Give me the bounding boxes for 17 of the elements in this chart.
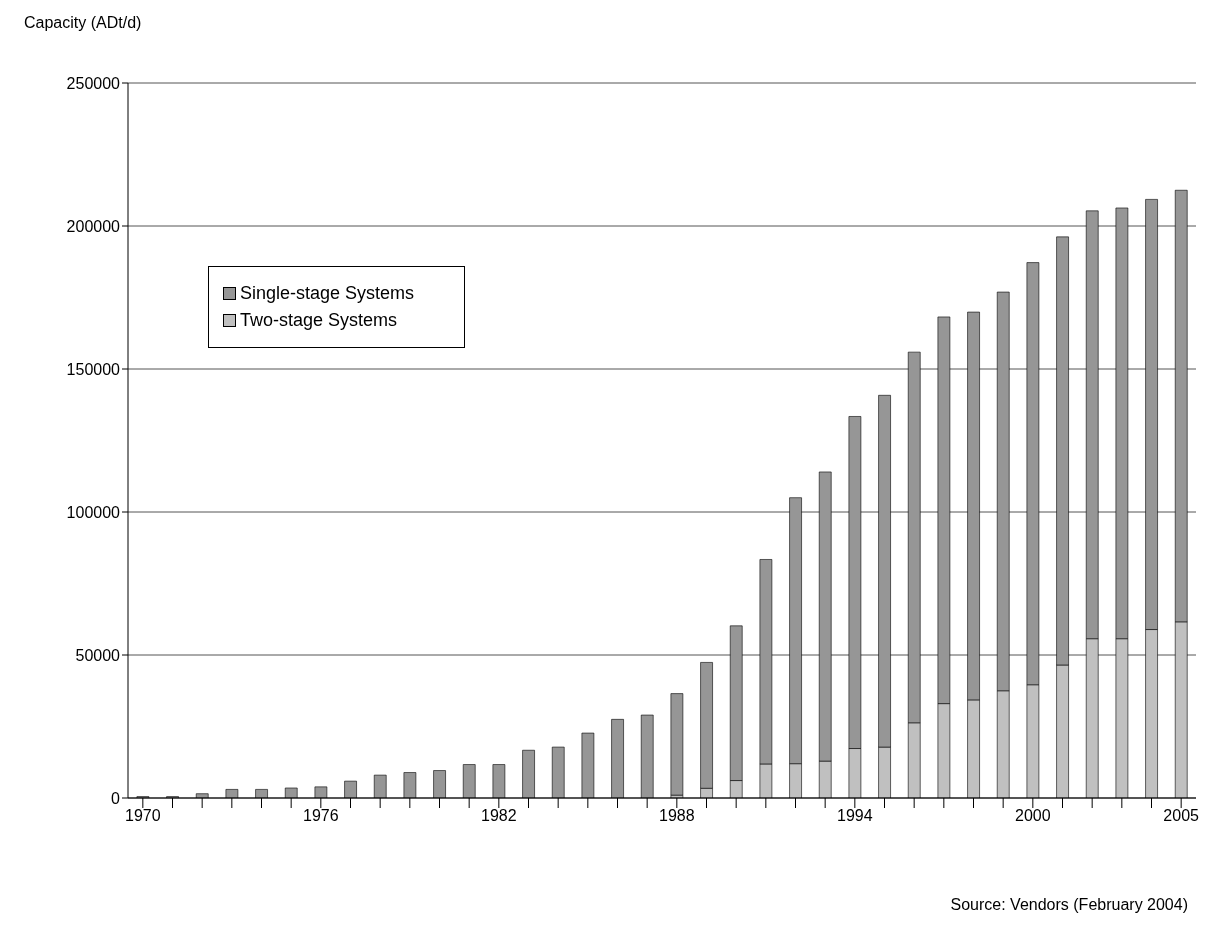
x-tick-label: 1994: [837, 807, 873, 825]
x-tick-label: 1970: [125, 807, 161, 825]
y-tick-label: 100000: [66, 503, 121, 521]
y-tick-label: 250000: [66, 74, 121, 92]
y-axis-title: Capacity (ADt/d): [24, 14, 142, 32]
x-tick-label: 1976: [303, 807, 339, 825]
x-tick-label: 1982: [481, 807, 517, 825]
x-tick-label: 1988: [659, 807, 695, 825]
source-note: Source: Vendors (February 2004): [950, 896, 1188, 914]
y-tick-label: 200000: [66, 217, 121, 235]
y-tick-label: 0: [111, 789, 121, 807]
y-tick-label: 50000: [75, 646, 121, 664]
y-tick-label: 150000: [66, 360, 121, 378]
x-tick-label: 2000: [1015, 807, 1051, 825]
legend-label: Single-stage Systems: [240, 283, 415, 304]
x-tick-label: 2005: [1163, 807, 1200, 825]
legend-label: Two-stage Systems: [240, 310, 398, 331]
